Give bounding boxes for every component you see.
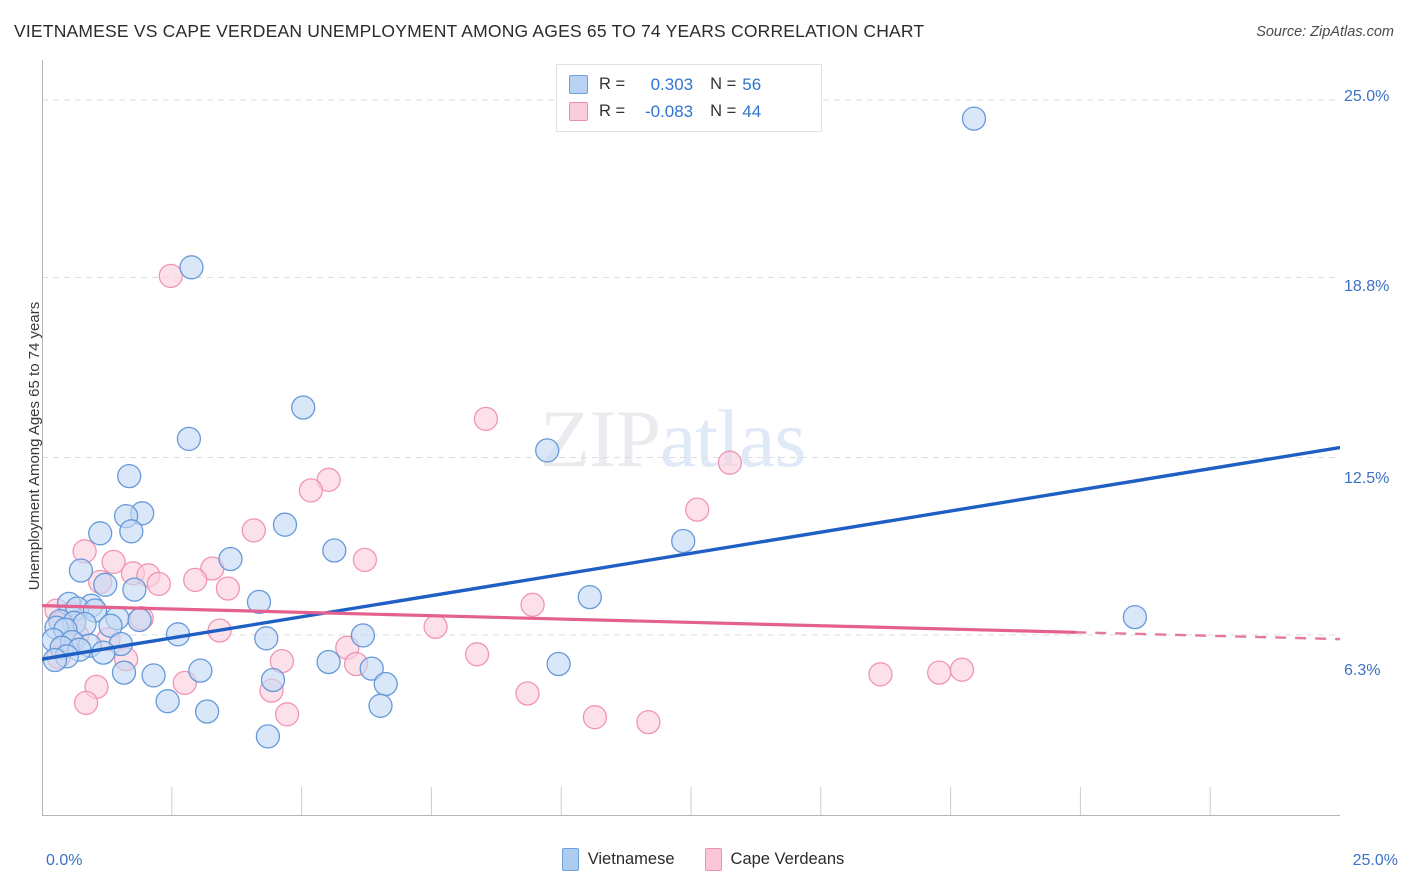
data-point xyxy=(515,681,540,706)
data-point xyxy=(927,660,952,685)
plot-area xyxy=(42,60,1340,835)
cape-verdean-legend-label: Cape Verdeans xyxy=(730,850,845,868)
data-point xyxy=(73,690,99,716)
y-tick-label-18: 18.8% xyxy=(1344,278,1390,295)
data-point xyxy=(218,546,243,572)
data-point xyxy=(68,558,94,583)
y-tick-label-12: 12.5% xyxy=(1344,470,1390,487)
y-tick-label-6: 6.3% xyxy=(1344,662,1381,679)
data-point xyxy=(155,689,180,714)
data-point xyxy=(101,549,126,575)
data-point xyxy=(577,584,602,610)
data-point xyxy=(122,577,147,602)
cape-verdean-points xyxy=(44,263,975,735)
vietnamese-legend-swatch-icon xyxy=(561,848,579,871)
correlation-stats-legend: R = 0.303 N = 56 R = -0.083 N = 44 xyxy=(556,64,822,132)
data-point xyxy=(316,649,341,675)
data-point xyxy=(274,702,300,727)
source-attribution: Source: ZipAtlas.com xyxy=(1256,24,1394,40)
data-point xyxy=(359,656,384,681)
cape-verdean-n-label: N = xyxy=(710,102,737,120)
cape-verdean-swatch-icon xyxy=(569,102,588,121)
cape-verdean-r-label: R = xyxy=(599,102,626,120)
cape-verdean-legend-swatch-icon xyxy=(704,848,722,871)
data-point xyxy=(141,663,166,688)
data-point xyxy=(373,671,398,697)
data-point xyxy=(520,592,545,617)
data-point xyxy=(188,658,213,683)
scatter-plot-svg xyxy=(42,60,1340,816)
cape-verdean-r-value: -0.083 xyxy=(644,101,694,121)
data-point xyxy=(241,518,266,543)
data-point xyxy=(291,395,316,420)
data-point xyxy=(961,106,987,131)
data-point xyxy=(272,512,298,537)
vietnamese-r-value: 0.303 xyxy=(650,74,694,94)
data-point xyxy=(91,640,116,665)
cape-verdean-n-value: 44 xyxy=(742,101,762,121)
legend-item-cape-verdeans[interactable]: Cape Verdeans xyxy=(704,848,845,871)
vietnamese-trendline xyxy=(42,445,1340,661)
data-point xyxy=(93,572,118,597)
data-point xyxy=(949,657,975,682)
y-axis-title: Unemployment Among Ages 65 to 74 years xyxy=(26,301,43,591)
vietnamese-points xyxy=(42,106,1148,749)
data-point xyxy=(473,406,499,432)
vietnamese-r-label: R = xyxy=(599,75,626,93)
vietnamese-n-value: 56 xyxy=(742,74,762,94)
data-point xyxy=(546,651,571,677)
data-point xyxy=(260,667,286,693)
data-point xyxy=(176,426,202,452)
x-axis-max-label: 25.0% xyxy=(1352,852,1398,869)
data-point xyxy=(183,567,208,593)
data-point xyxy=(423,614,448,639)
data-point xyxy=(298,478,324,503)
vietnamese-swatch-icon xyxy=(569,75,588,94)
data-point xyxy=(158,263,183,289)
data-point xyxy=(717,450,743,475)
data-point xyxy=(685,497,710,522)
data-point xyxy=(350,623,376,648)
cape-verdean-trendline-solid xyxy=(42,604,1077,634)
data-point xyxy=(127,607,152,633)
data-point xyxy=(582,705,608,730)
data-point xyxy=(194,699,220,724)
data-point xyxy=(464,642,490,667)
data-point xyxy=(146,571,171,597)
series-legend: Vietnamese Cape Verdeans xyxy=(0,848,1406,871)
data-point xyxy=(1122,604,1148,630)
x-axis-min-label: 0.0% xyxy=(46,852,83,869)
data-point xyxy=(352,547,378,573)
data-point xyxy=(215,576,241,601)
data-point xyxy=(535,438,560,463)
data-point xyxy=(98,613,123,638)
data-point xyxy=(671,528,696,554)
data-point xyxy=(322,538,347,563)
stats-row-cape-verdeans: R = -0.083 N = 44 xyxy=(569,98,811,125)
stats-row-vietnamese: R = 0.303 N = 56 xyxy=(569,71,811,98)
data-point xyxy=(246,589,272,615)
data-point xyxy=(117,463,142,489)
data-point xyxy=(254,626,279,651)
data-point xyxy=(255,724,281,749)
vietnamese-legend-label: Vietnamese xyxy=(587,850,675,868)
y-tick-label-25: 25.0% xyxy=(1344,88,1390,105)
data-point xyxy=(111,660,137,685)
vietnamese-n-label: N = xyxy=(710,75,737,93)
data-point xyxy=(316,467,341,492)
data-point xyxy=(636,709,661,735)
cape-verdean-trendline-dashed xyxy=(1075,631,1340,641)
data-point xyxy=(119,519,144,544)
data-point xyxy=(88,521,113,546)
data-point xyxy=(368,693,393,718)
data-point xyxy=(179,255,204,280)
data-point xyxy=(868,662,893,687)
page-title: VIETNAMESE VS CAPE VERDEAN UNEMPLOYMENT … xyxy=(14,21,925,41)
legend-item-vietnamese[interactable]: Vietnamese xyxy=(561,848,675,871)
